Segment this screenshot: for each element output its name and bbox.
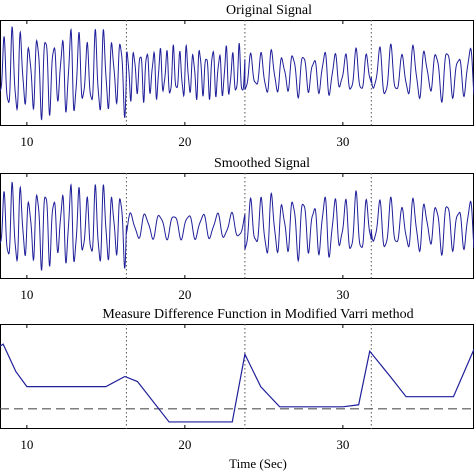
x-tick-label: 20 (178, 437, 191, 452)
original-signal-title: Original Signal (226, 3, 312, 18)
x-axis-label: Time (Sec) (229, 456, 287, 471)
measure-difference-panel: Measure Difference Function in Modified … (0, 307, 474, 452)
x-tick-label: 30 (336, 134, 349, 149)
measure-difference-title: Measure Difference Function in Modified … (102, 307, 413, 322)
measure-difference-trace (0, 343, 474, 423)
x-tick-label: 30 (336, 437, 349, 452)
x-tick-label: 10 (20, 437, 33, 452)
smoothed-signal-title: Smoothed Signal (214, 156, 310, 171)
x-tick-label: 30 (336, 287, 349, 302)
x-tick-label: 10 (20, 287, 33, 302)
x-tick-label: 20 (178, 287, 191, 302)
original-signal-trace (0, 26, 474, 121)
smoothed-signal-trace (0, 181, 474, 272)
x-tick-label: 20 (178, 134, 191, 149)
smoothed-signal-panel: Smoothed Signal 10 20 30 (0, 156, 474, 302)
plot-frame (0, 324, 474, 429)
original-signal-panel: Original Signal 10 20 30 (0, 3, 474, 149)
x-tick-label: 10 (20, 134, 33, 149)
